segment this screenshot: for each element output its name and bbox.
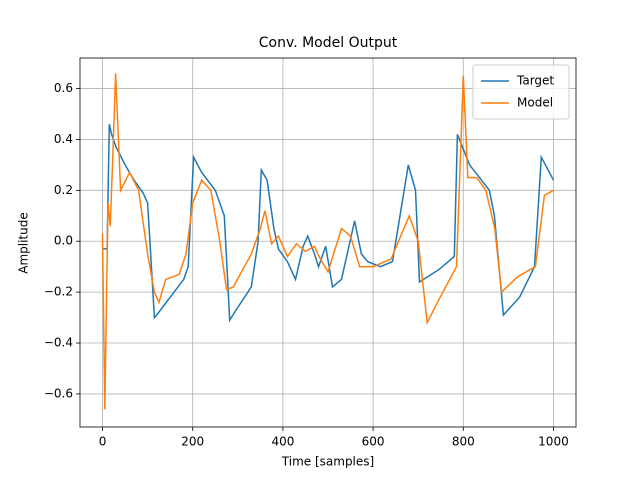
y-tick-label: 0.2 xyxy=(54,183,73,197)
x-tick-label: 600 xyxy=(362,435,385,449)
legend-box xyxy=(472,64,570,120)
line xyxy=(101,73,554,410)
x-tick-label: 800 xyxy=(452,435,475,449)
y-tick-label: 0.4 xyxy=(54,132,73,146)
x-tick-label: 0 xyxy=(99,435,107,449)
x-tick-label: 1000 xyxy=(538,435,569,449)
y-tick-label: 0.6 xyxy=(54,81,73,95)
line xyxy=(102,124,555,323)
x-tick-label: 400 xyxy=(271,435,294,449)
legend-label: Model xyxy=(517,96,553,110)
y-tick-label: −0.4 xyxy=(44,336,73,350)
y-tick-label: −0.6 xyxy=(44,386,73,400)
y-axis-label: Amplitude xyxy=(17,212,31,274)
y-tick-label: 0.0 xyxy=(54,234,73,248)
y-tick-label: −0.2 xyxy=(44,285,73,299)
x-tick-label: 200 xyxy=(181,435,204,449)
plot-frame xyxy=(79,57,577,428)
x-axis-label: Time [samples] xyxy=(281,455,374,469)
chart-title: Conv. Model Output xyxy=(259,35,398,51)
legend-label: Target xyxy=(516,74,554,88)
